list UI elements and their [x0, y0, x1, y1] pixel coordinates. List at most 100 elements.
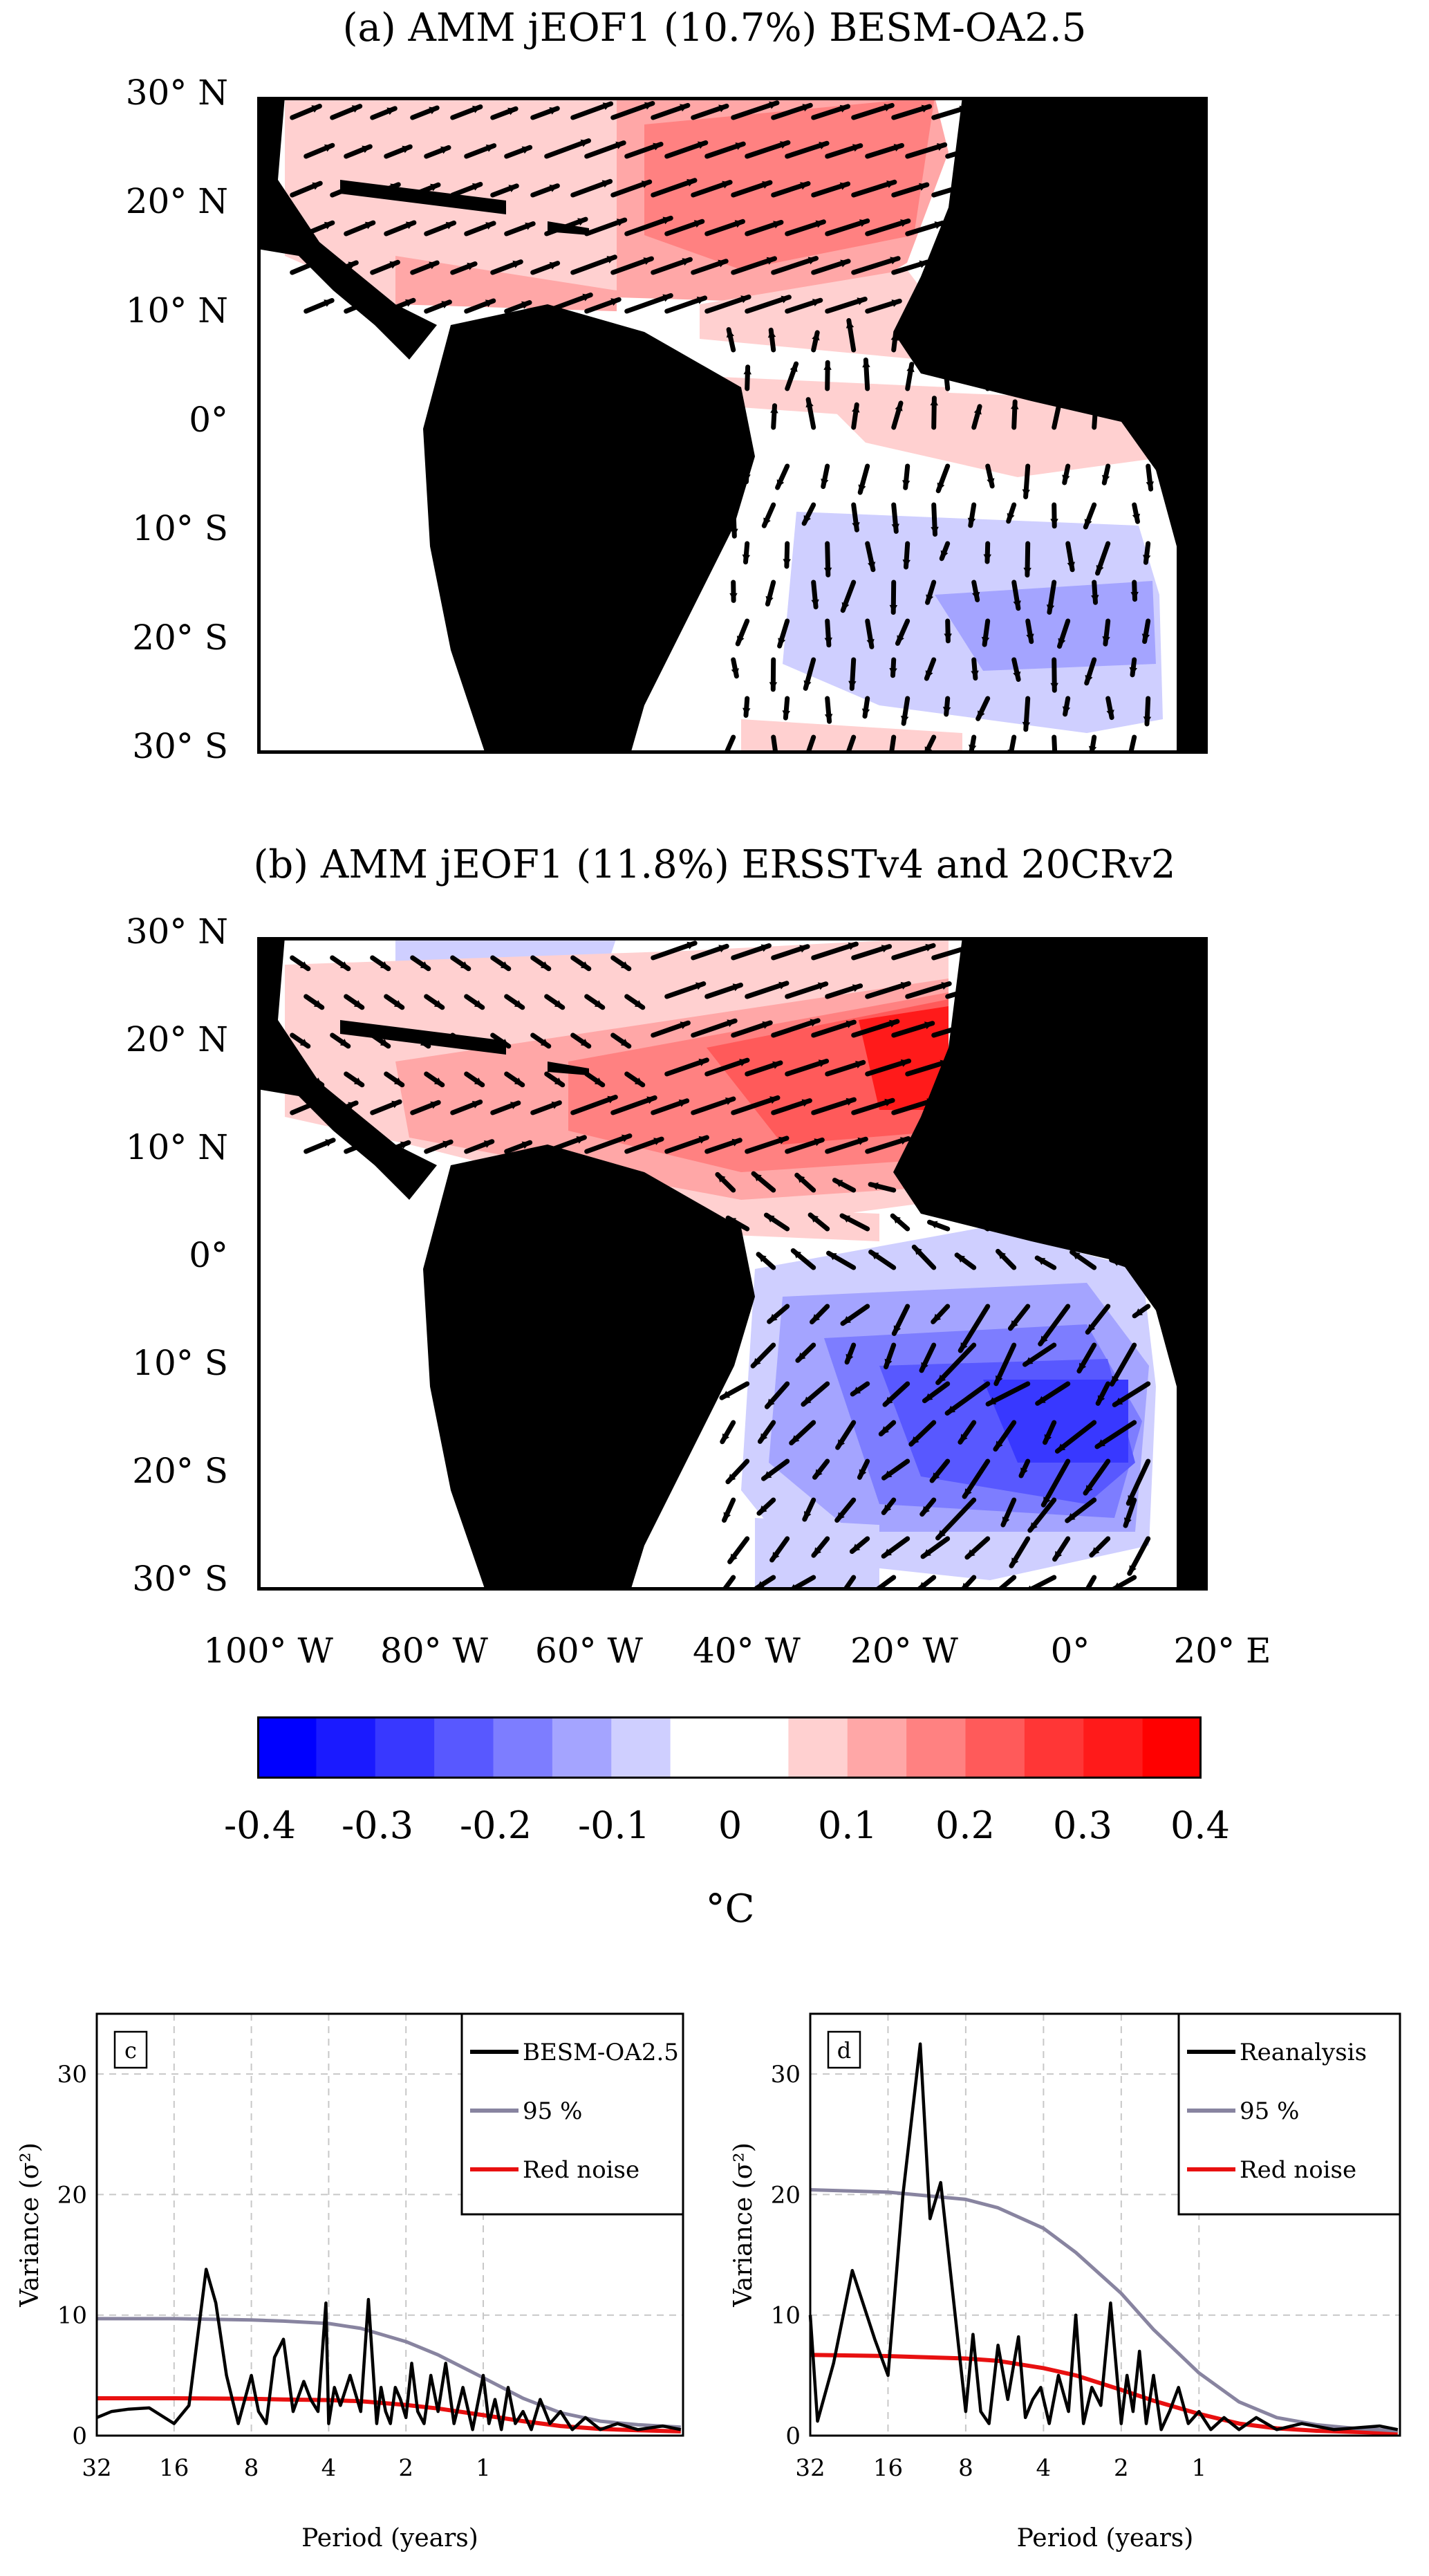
- wind-arrow-head: [1132, 513, 1141, 522]
- wind-arrow-shaft: [1008, 734, 1017, 754]
- wind-arrow-head: [722, 1433, 729, 1442]
- wind-arrow-head: [362, 145, 371, 154]
- wind-arrow-head: [1087, 1324, 1096, 1333]
- wind-arrow-head: [846, 1020, 854, 1028]
- wind-arrow-head: [1002, 1517, 1010, 1525]
- x-tick-label: 4: [321, 2454, 337, 2482]
- x-tick-label: 8: [958, 2454, 973, 2482]
- wind-arrow-head: [812, 332, 820, 341]
- wind-arrow-head: [859, 219, 868, 228]
- wind-arrow-head: [780, 141, 788, 149]
- wind-arrow-head: [810, 1214, 819, 1223]
- wind-arrow-head: [839, 182, 848, 190]
- wind-arrow-head: [841, 602, 850, 611]
- wind-arrow-head: [940, 1059, 949, 1068]
- wind-arrow-head: [852, 1544, 861, 1552]
- colorbar-tick: -0.4: [223, 1804, 297, 1847]
- wind-arrow-head: [824, 637, 832, 645]
- lon-label: 60° W: [535, 1631, 643, 1671]
- wind-arrow-head: [718, 945, 727, 953]
- wind-arrow-head: [852, 405, 860, 413]
- y-tick-label: 30: [57, 2061, 87, 2088]
- wind-arrow-shaft: [544, 293, 593, 314]
- wind-arrow-head: [325, 1139, 334, 1147]
- wind-arrow-head: [485, 145, 494, 152]
- wind-arrow-head: [852, 984, 861, 992]
- wind-arrow-head: [1057, 1443, 1066, 1452]
- wind-arrow-head: [919, 260, 928, 268]
- wind-arrow-head: [348, 1102, 357, 1110]
- wind-arrow-head: [942, 368, 951, 376]
- lat-label: 30° N: [125, 911, 228, 952]
- colorbar-cell: [257, 1716, 317, 1779]
- wind-arrow-head: [919, 183, 927, 191]
- wind-arrow-head: [923, 1549, 931, 1557]
- wind-arrow-head: [839, 104, 848, 113]
- wind-arrow-head: [1106, 710, 1114, 718]
- x-tick-label: 4: [1036, 2454, 1052, 2482]
- wind-arrow-head: [929, 332, 938, 340]
- wind-arrow-head: [810, 1019, 819, 1027]
- wind-arrow-head: [742, 554, 751, 562]
- y-axis-label: Variance (σ²): [16, 2142, 44, 2308]
- wind-arrow-head: [723, 1512, 731, 1521]
- panel-label-box: [113, 2030, 148, 2069]
- wind-arrow-head: [380, 961, 389, 969]
- wind-arrow-head: [862, 360, 870, 368]
- wind-arrow-head: [823, 362, 832, 370]
- wind-arrow-head: [908, 1176, 917, 1184]
- wind-arrow-head: [1091, 595, 1099, 603]
- wind-arrow-head: [402, 145, 411, 154]
- wind-arrow-head: [643, 257, 652, 265]
- wind-arrow-head: [931, 526, 939, 535]
- wind-arrow-head: [906, 364, 915, 373]
- wind-arrow-head: [922, 1505, 930, 1514]
- wind-arrow-head: [1129, 1565, 1137, 1574]
- wind-arrow-head: [805, 399, 814, 408]
- wind-arrow-head: [1026, 633, 1034, 642]
- wind-arrow-head: [606, 256, 615, 263]
- wind-arrow-head: [719, 1256, 727, 1264]
- wind-arrow-head: [1067, 562, 1075, 570]
- colorbar-cell: [375, 1716, 435, 1779]
- legend-label: Red noise: [1240, 2156, 1356, 2184]
- y-tick-label: 0: [72, 2422, 87, 2450]
- wind-arrow-head: [351, 105, 360, 113]
- wind-arrow-head: [819, 142, 828, 149]
- wind-arrow-head: [445, 221, 454, 230]
- wind-arrow-head: [485, 222, 494, 230]
- wind-arrow-head: [1050, 519, 1058, 526]
- wind-arrow-head: [940, 1137, 949, 1145]
- wind-arrow-head: [734, 220, 743, 228]
- lat-label: 20° S: [132, 618, 228, 658]
- wind-arrow-head: [758, 1505, 767, 1514]
- wind-arrow-head: [1013, 671, 1021, 680]
- wind-arrow-head: [893, 1325, 902, 1334]
- wind-arrow-head: [979, 1138, 988, 1146]
- wind-arrow-head: [902, 480, 910, 488]
- wind-arrow-head: [924, 1021, 933, 1030]
- y-tick-label: 10: [57, 2302, 87, 2330]
- wind-arrow-head: [1011, 402, 1019, 409]
- x-tick-label: 16: [159, 2454, 189, 2482]
- wind-arrow-head: [848, 942, 857, 950]
- wind-arrow-head: [769, 682, 778, 689]
- wind-arrow-head: [900, 1137, 908, 1145]
- wind-arrow-head: [634, 1077, 643, 1085]
- lat-label: 0°: [189, 400, 228, 440]
- wind-arrow-head: [857, 297, 866, 306]
- wind-arrow-head: [893, 144, 902, 151]
- colorbar: [257, 1716, 1202, 1779]
- wind-arrow-head: [311, 105, 320, 113]
- wind-arrow-head: [1054, 1550, 1063, 1559]
- wind-arrow-head: [717, 1174, 726, 1183]
- wind-arrow-head: [926, 1098, 935, 1106]
- plot-frame: [809, 2012, 1401, 2437]
- lat-label: 10° S: [132, 1343, 228, 1383]
- wind-arrow-head: [339, 1039, 348, 1046]
- wind-arrow-head: [594, 1000, 603, 1008]
- wind-arrow-head: [729, 593, 738, 601]
- wind-arrow-head: [983, 219, 992, 227]
- wind-arrow-head: [580, 961, 589, 969]
- wind-arrow-shaft: [704, 294, 751, 314]
